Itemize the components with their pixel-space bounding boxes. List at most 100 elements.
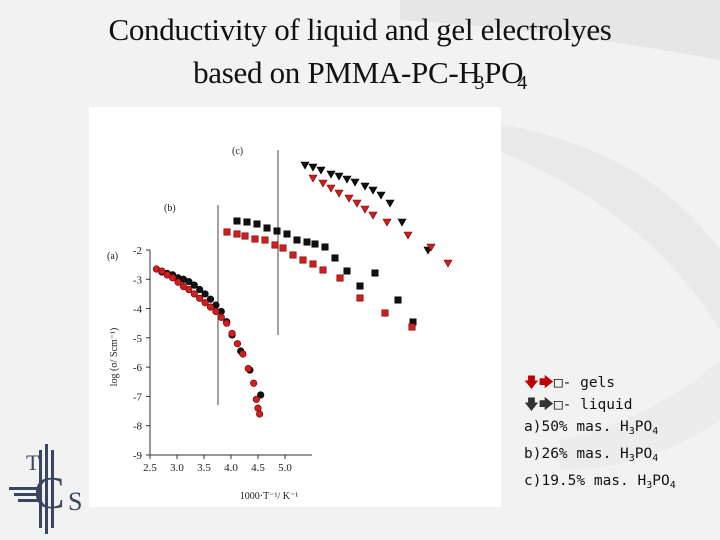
gel-point-a [158, 267, 166, 275]
c-liquid-point [342, 175, 352, 184]
b-gel-point [356, 294, 364, 302]
legend: 🡇🡆□- gels 🡇🡆□- liquid a)50% mas. H3PO4 b… [524, 372, 720, 497]
b-gel-point [289, 251, 297, 259]
gel-point-a [169, 274, 177, 282]
b-liquid-point [233, 217, 241, 225]
b-liquid-point [263, 224, 271, 232]
c-gel-point [382, 218, 392, 227]
gel-point-a [206, 303, 215, 311]
panel-label: (b) [164, 203, 176, 214]
x-tick-label: 3.5 [197, 462, 211, 474]
liquid-point-a [206, 295, 215, 303]
c-liquid-point [360, 182, 370, 191]
c-liquid-point [334, 172, 344, 181]
b-gel-point [233, 230, 241, 238]
b-gel-point [381, 309, 389, 317]
y-tick-label: -6 [133, 362, 143, 374]
tcs-logo: T C S [9, 444, 82, 534]
gel-point-a [228, 329, 236, 338]
x-tick-label: 4.5 [251, 462, 265, 474]
gel-point-a [212, 307, 220, 316]
legend-liquid-label: - liquid [562, 397, 633, 413]
c-gel-point [360, 205, 370, 214]
c-gel-point [352, 199, 362, 208]
y-tick-label: -2 [133, 245, 142, 257]
gel-point-a [217, 313, 225, 321]
b-liquid-point [273, 227, 281, 235]
c-gel-point [326, 184, 336, 193]
b-liquid-point [356, 282, 364, 290]
b-liquid-point [331, 254, 339, 262]
b-gel-point [336, 274, 344, 282]
gel-point-a [233, 340, 242, 348]
gel-point-a [252, 395, 260, 403]
panel-label: (a) [107, 251, 118, 262]
b-gel-point [408, 323, 416, 331]
gel-point-a [223, 319, 231, 327]
y-axis-label: log (σ/ Scm⁻¹) [109, 328, 120, 387]
gel-point-a [244, 365, 252, 373]
c-liquid-point [316, 166, 326, 175]
liquid-marker-icon: 🡇🡆 [524, 397, 554, 413]
c-gel-point [334, 189, 344, 198]
b-liquid-point [371, 269, 379, 277]
gel-point-a [250, 379, 258, 387]
liquid-point-a [201, 290, 209, 298]
y-tick-label: -7 [133, 391, 143, 403]
gel-point-a [201, 299, 209, 307]
title-line-2: based on PMMA-PC-H3PO4 [193, 55, 527, 94]
liquid-point-a [185, 278, 193, 286]
c-gel-point [318, 179, 328, 188]
b-gel-point [261, 236, 269, 244]
b-liquid-point [243, 218, 251, 226]
gel-marker-icon: 🡇🡆 [524, 375, 554, 391]
b-liquid-point [321, 243, 329, 251]
legend-gels: 🡇🡆□- gels [524, 372, 720, 394]
b-liquid-point [293, 236, 301, 244]
liquid-point-a [190, 281, 198, 289]
logo-letter-c: C [34, 467, 65, 518]
b-gel-point [271, 241, 279, 249]
b-liquid-point [303, 238, 311, 246]
legend-entry-a: a)50% mas. H3PO4 [524, 419, 659, 437]
c-gel-point [308, 174, 318, 183]
c-liquid-point [308, 163, 318, 172]
b-gel-point [251, 235, 259, 243]
y-tick-label: -3 [133, 274, 143, 286]
x-tick-label: 2.5 [143, 462, 157, 474]
gel-point-a [163, 271, 171, 279]
x-tick-label: 5.0 [278, 462, 292, 474]
title-line-1: Conductivity of liquid and gel electroly… [108, 12, 612, 47]
legend-gels-label: - gels [562, 375, 616, 391]
b-gel-point [309, 260, 317, 268]
c-gel-point [368, 211, 378, 220]
gel-point-a [254, 404, 262, 412]
c-gel-point [403, 231, 413, 240]
y-tick-label: -4 [133, 304, 143, 316]
gel-point-a [239, 350, 247, 358]
x-axis-label: 1000·T⁻¹/ K⁻¹ [240, 491, 299, 502]
b-liquid-point [394, 296, 402, 304]
c-gel-point [443, 259, 453, 268]
liquid-point-a [257, 391, 265, 399]
conductivity-chart: 2.5 3.0 3.5 4.0 4.5 5.0 -2 -3 -4 -5 -6 -7 -8 -9 1000·T… [107, 146, 453, 502]
b-liquid-point [311, 240, 319, 248]
legend-entry-c: c)19.5% mas. H3PO4 [524, 473, 676, 491]
chart-panel: 2.5 3.0 3.5 4.0 4.5 5.0 -2 -3 -4 -5 -6 -7 -8 -9 1000·T… [89, 107, 501, 507]
b-liquid-point [283, 230, 291, 238]
legend-liquid: 🡇🡆□- liquid [524, 394, 720, 416]
b-gel-point [319, 266, 327, 274]
y-tick-label: -8 [133, 421, 143, 433]
c-liquid-point [376, 191, 386, 200]
c-liquid-point [350, 178, 360, 187]
y-tick-label: -5 [133, 333, 143, 345]
logo-letter-s: S [68, 487, 82, 516]
c-liquid-point [326, 170, 336, 179]
gel-box-icon: □ [553, 375, 563, 391]
gel-point-a [185, 285, 193, 294]
gel-point-a [174, 278, 182, 286]
c-gel-point [426, 243, 436, 252]
c-liquid-point [368, 186, 378, 195]
y-tick-label: -9 [133, 450, 143, 462]
logo-letter-t: T [26, 450, 40, 475]
